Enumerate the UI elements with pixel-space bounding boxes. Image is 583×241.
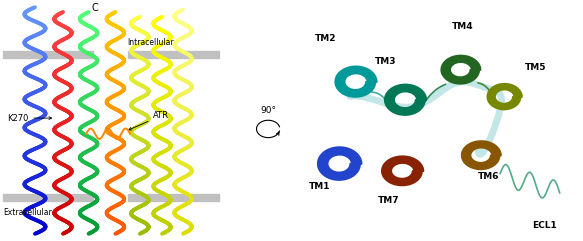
Bar — [3, 194, 93, 201]
Text: TM6: TM6 — [478, 172, 500, 181]
Bar — [128, 194, 219, 201]
Text: Intracellular: Intracellular — [127, 38, 174, 47]
Text: TM1: TM1 — [309, 182, 331, 191]
Bar — [128, 51, 219, 58]
Text: TM3: TM3 — [375, 57, 396, 66]
Text: K270: K270 — [7, 114, 52, 123]
Bar — [3, 51, 93, 58]
Text: TM4: TM4 — [452, 21, 473, 31]
Text: C: C — [92, 3, 99, 13]
Text: TM5: TM5 — [525, 63, 546, 72]
Text: 90°: 90° — [260, 106, 276, 115]
Text: Extracellular: Extracellular — [3, 208, 52, 217]
Text: TM7: TM7 — [378, 195, 399, 205]
Text: ATR: ATR — [129, 111, 169, 130]
Text: TM2: TM2 — [315, 34, 336, 43]
Text: ECL1: ECL1 — [532, 221, 557, 230]
